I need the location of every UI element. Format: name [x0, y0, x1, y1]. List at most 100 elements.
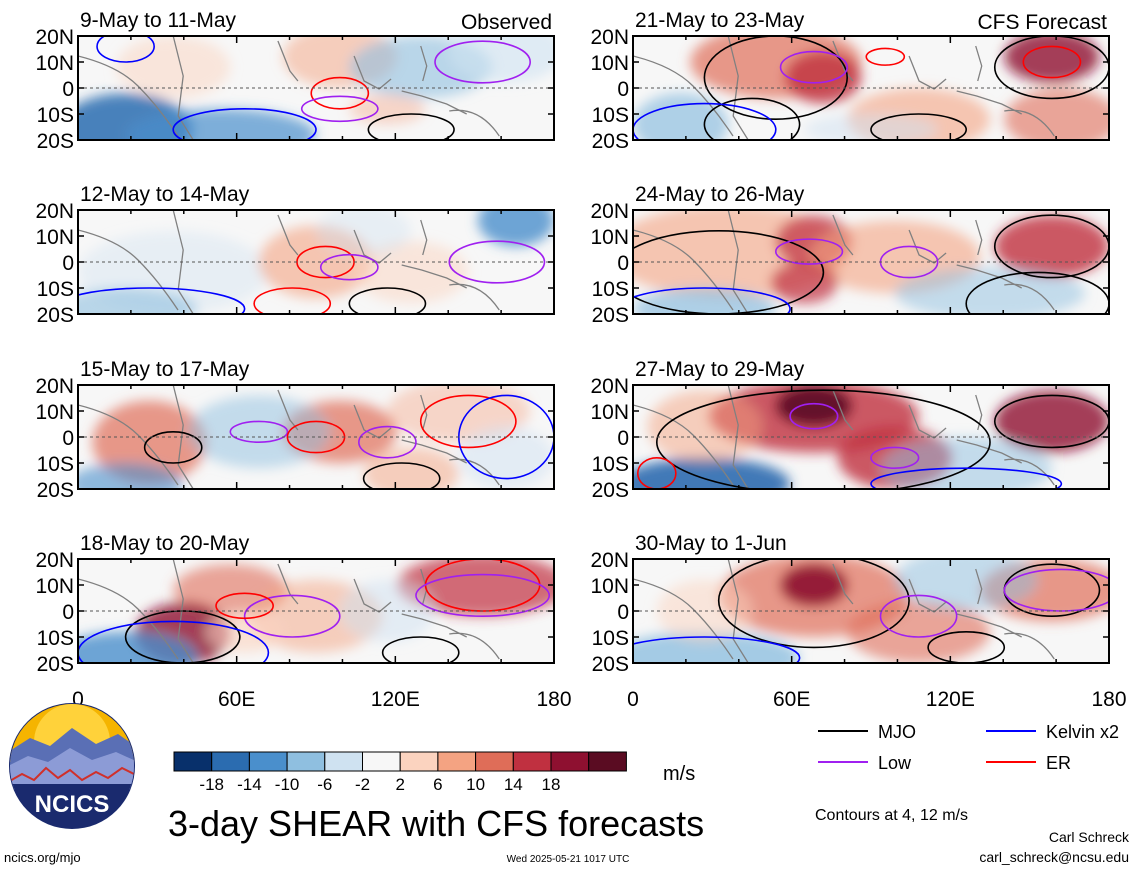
contour-mjo [870, 113, 967, 140]
contour-mjo [717, 559, 910, 649]
colorbar-swatch [324, 751, 363, 772]
contour-er [215, 592, 274, 620]
y-tick-label: 0 [617, 427, 629, 450]
y-tick-label: 10S [37, 627, 74, 650]
colorbar: -18 -14 -10 -6 -2 2 6 10 14 18 [173, 751, 627, 794]
shear-blob [339, 579, 435, 643]
colorbar-label: 6 [433, 775, 442, 794]
y-tick-label: 10S [592, 453, 629, 476]
shear-blob [396, 559, 554, 617]
coastline [401, 439, 467, 464]
contour-mjo [703, 36, 848, 120]
coastline [975, 45, 983, 82]
y-tick-label: 10N [35, 226, 74, 249]
contour-low [319, 253, 379, 281]
contour-mjo [367, 113, 455, 140]
shear-blob [775, 385, 852, 427]
y-tick-label: 20S [592, 130, 629, 153]
contour-kelvin [870, 467, 1063, 489]
shear-blob [771, 262, 838, 304]
contour-low [434, 40, 531, 84]
y-tick-label: 10N [590, 52, 629, 75]
y-tick-label: 0 [62, 252, 74, 275]
shear-blob [633, 93, 729, 140]
coastlines [78, 36, 500, 140]
y-tick-label: 0 [617, 78, 629, 101]
contours [633, 36, 1109, 140]
shear-blob [449, 36, 554, 83]
contour-mjo [993, 394, 1109, 449]
y-tick-label: 10S [37, 104, 74, 127]
contour-low [779, 50, 848, 84]
colorbar-label: -10 [275, 775, 300, 794]
y-tick-label: 20S [592, 479, 629, 502]
legend-label-er: ER [1046, 753, 1071, 773]
coastline [832, 40, 854, 82]
x-tick-label: 60E [773, 688, 810, 711]
contour-kelvin [633, 287, 791, 314]
contour-low [448, 240, 546, 284]
legend-label-mjo: MJO [878, 722, 916, 742]
contour-mjo [703, 97, 801, 140]
y-tick-label: 10S [37, 278, 74, 301]
contour-low [879, 594, 958, 638]
colorbar-swatch [399, 751, 439, 772]
y-tick-label: 20S [37, 653, 74, 676]
contour-low [789, 402, 839, 430]
y-tick-label: 20N [590, 375, 629, 398]
shear-blob [316, 210, 412, 257]
coastline [277, 40, 299, 82]
shear-blob [647, 390, 762, 463]
ncics-logo: NCICS [9, 703, 135, 829]
colorbar-swatch [475, 751, 514, 772]
contour-kelvin [633, 102, 777, 140]
x-tick-label: 0 [72, 688, 84, 711]
y-tick-label: 20N [590, 26, 629, 49]
colorbar-label: -6 [317, 775, 332, 794]
shear-blob [363, 447, 459, 489]
contour-er [419, 394, 517, 449]
shear-blob [458, 426, 554, 489]
website-link[interactable]: ncics.org/mjo [4, 850, 81, 865]
contour-low [415, 573, 551, 618]
contour-kelvin [96, 36, 155, 63]
panel-8: 20N 10N 0 10S 20S 30-May to 1-Jun [590, 532, 1110, 676]
coastlines [78, 559, 500, 663]
shear-blob [477, 210, 554, 247]
colorbar-label: 10 [466, 775, 485, 794]
panel-tag: Observed [461, 11, 552, 34]
panel-date-range: 21-May to 23-May [635, 9, 805, 32]
shear-blob [116, 36, 231, 99]
colorbar-swatch [588, 751, 627, 772]
y-tick-label: 0 [617, 252, 629, 275]
contour-mjo [348, 287, 427, 314]
panel-5: 20N 10N 0 10S 20S 15-May to 17-May [35, 358, 555, 502]
coastline [975, 394, 983, 431]
coastline [727, 36, 749, 140]
coastline [633, 55, 734, 137]
shear-blob [633, 457, 791, 489]
y-tick-label: 20N [35, 375, 74, 398]
coastline [908, 229, 947, 264]
panel-date-range: 27-May to 29-May [635, 358, 805, 381]
x-tick-label: 180 [536, 688, 571, 711]
y-tick-label: 10N [590, 575, 629, 598]
coastlines [78, 210, 500, 314]
panel-7: 20N 10N 0 10S 20S 18-May to 20-May [35, 532, 555, 676]
contour-low [870, 446, 920, 469]
y-tick-label: 10N [35, 575, 74, 598]
x-tick-label: 0 [627, 688, 639, 711]
coastline [956, 613, 1022, 638]
shear-blob [880, 437, 1052, 489]
y-tick-label: 20S [37, 479, 74, 502]
shear-field [633, 385, 1109, 489]
coastline [1004, 283, 1055, 311]
author-email: carl_schreck@ncsu.edu [979, 849, 1129, 865]
y-tick-label: 20S [592, 653, 629, 676]
coastline [78, 404, 179, 486]
coastline [353, 55, 392, 90]
coastline [172, 36, 194, 140]
coastline [832, 214, 854, 256]
shear-blob [633, 631, 800, 663]
